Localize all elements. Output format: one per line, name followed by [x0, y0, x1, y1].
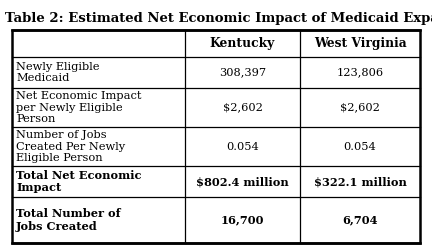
Text: Table 2: Estimated Net Economic Impact of Medicaid Expansion in WV: Table 2: Estimated Net Economic Impact o…: [5, 12, 432, 25]
Text: West Virginia: West Virginia: [314, 37, 407, 50]
Text: Newly Eligible
Medicaid: Newly Eligible Medicaid: [16, 62, 99, 83]
Text: $2,602: $2,602: [340, 103, 380, 112]
Text: 308,397: 308,397: [219, 67, 266, 78]
Text: 16,700: 16,700: [221, 214, 264, 226]
Bar: [12, 30, 420, 243]
Text: $322.1 million: $322.1 million: [314, 176, 407, 187]
Text: $802.4 million: $802.4 million: [196, 176, 289, 187]
Text: 6,704: 6,704: [342, 214, 378, 226]
Text: $2,602: $2,602: [222, 103, 262, 112]
Text: 0.054: 0.054: [343, 142, 376, 151]
Text: 123,806: 123,806: [337, 67, 384, 78]
Text: Kentucky: Kentucky: [210, 37, 275, 50]
Text: Total Number of
Jobs Created: Total Number of Jobs Created: [16, 208, 121, 232]
Text: Total Net Economic
Impact: Total Net Economic Impact: [16, 170, 142, 193]
Text: Net Economic Impact
per Newly Eligible
Person: Net Economic Impact per Newly Eligible P…: [16, 91, 142, 124]
Text: Number of Jobs
Created Per Newly
Eligible Person: Number of Jobs Created Per Newly Eligibl…: [16, 130, 125, 163]
Text: 0.054: 0.054: [226, 142, 259, 151]
